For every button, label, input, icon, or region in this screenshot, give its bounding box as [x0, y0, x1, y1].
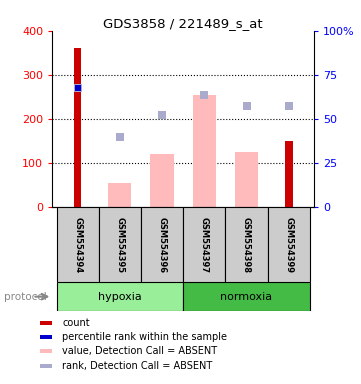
Text: protocol: protocol — [4, 291, 46, 302]
Text: rank, Detection Call = ABSENT: rank, Detection Call = ABSENT — [62, 361, 213, 371]
Text: GSM554398: GSM554398 — [242, 217, 251, 273]
Title: GDS3858 / 221489_s_at: GDS3858 / 221489_s_at — [103, 17, 263, 30]
Bar — [40, 349, 52, 353]
Bar — [225, 207, 268, 282]
Bar — [74, 48, 82, 207]
Text: GSM554394: GSM554394 — [73, 217, 82, 273]
Bar — [183, 207, 225, 282]
Bar — [285, 141, 292, 207]
Bar — [40, 321, 52, 325]
Text: count: count — [62, 318, 90, 328]
Bar — [183, 282, 310, 311]
Bar — [235, 152, 258, 207]
Bar — [108, 183, 131, 207]
Text: GSM554399: GSM554399 — [284, 217, 293, 273]
Text: GSM554397: GSM554397 — [200, 217, 209, 273]
Text: GSM554395: GSM554395 — [116, 217, 125, 273]
Bar — [57, 282, 183, 311]
Text: GSM554396: GSM554396 — [158, 217, 166, 273]
Text: normoxia: normoxia — [221, 291, 273, 302]
Text: hypoxia: hypoxia — [98, 291, 142, 302]
Bar — [40, 364, 52, 368]
Bar — [40, 335, 52, 339]
Bar — [141, 207, 183, 282]
Bar — [268, 207, 310, 282]
Bar — [151, 154, 174, 207]
Text: percentile rank within the sample: percentile rank within the sample — [62, 332, 227, 342]
Bar — [193, 95, 216, 207]
Bar — [99, 207, 141, 282]
Text: value, Detection Call = ABSENT: value, Detection Call = ABSENT — [62, 346, 217, 356]
Bar — [57, 207, 99, 282]
